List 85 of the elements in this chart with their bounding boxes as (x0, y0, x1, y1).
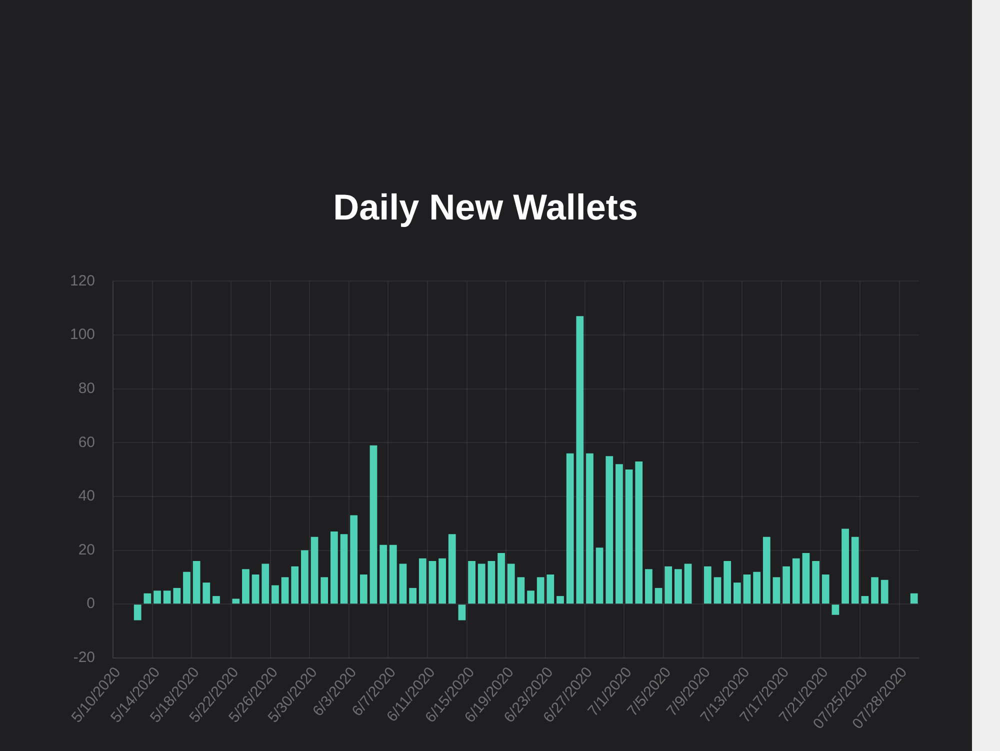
bar (822, 574, 830, 604)
bar (871, 577, 878, 604)
bar (242, 569, 250, 604)
bar (507, 564, 515, 604)
y-tick-label: 40 (78, 488, 96, 505)
bar (478, 564, 486, 604)
y-tick-label: 60 (78, 434, 96, 451)
bar (566, 453, 574, 604)
bar (714, 577, 722, 604)
bar (458, 604, 466, 620)
bar (252, 574, 260, 604)
bar (616, 464, 623, 604)
bar (488, 561, 496, 604)
bar (409, 588, 416, 604)
bar (370, 445, 378, 604)
chart-title: Daily New Wallets (333, 186, 638, 228)
bar (792, 558, 800, 604)
bar (183, 572, 190, 604)
bar (772, 577, 780, 604)
bar (498, 552, 505, 604)
bar (704, 566, 712, 604)
y-tick-label: 20 (78, 541, 96, 558)
bar (664, 566, 672, 604)
bar (842, 528, 849, 604)
bar (527, 590, 534, 604)
bar (340, 534, 348, 604)
bar (517, 577, 525, 604)
bar (861, 596, 869, 604)
y-tick-label: 120 (70, 272, 96, 290)
bar (468, 561, 476, 604)
bar (654, 588, 662, 604)
bar (320, 577, 328, 604)
bar (281, 577, 289, 604)
bar (724, 561, 732, 604)
bar (291, 566, 299, 604)
y-tick-label: 0 (86, 595, 96, 612)
bar (232, 598, 240, 604)
bar (418, 558, 426, 604)
bar (684, 564, 692, 604)
bar (851, 536, 859, 604)
bar (812, 561, 820, 604)
bar (173, 588, 181, 604)
bar (743, 574, 751, 604)
bar (762, 536, 770, 604)
bar (546, 574, 554, 604)
bar (625, 470, 633, 604)
bar (389, 544, 397, 604)
bar (880, 580, 888, 604)
bar (380, 544, 388, 604)
bar (448, 534, 456, 604)
bar (301, 550, 308, 604)
bar (556, 596, 564, 604)
bar (576, 316, 584, 604)
bar (782, 566, 790, 604)
y-tick-label: 80 (78, 380, 96, 397)
bar (428, 561, 436, 604)
bar (832, 604, 840, 615)
bar (134, 604, 142, 620)
bar (272, 585, 279, 604)
bar (399, 564, 407, 604)
bar (536, 577, 544, 604)
y-tick-label: -20 (73, 649, 96, 666)
bar (438, 558, 446, 604)
bar (262, 564, 270, 604)
bar (192, 561, 200, 604)
bar (144, 593, 152, 604)
bar (310, 536, 318, 604)
bar (733, 582, 741, 604)
bar (330, 531, 338, 604)
bar (350, 515, 358, 604)
y-tick-label: 100 (70, 326, 96, 344)
bar (154, 590, 161, 604)
bar (606, 456, 614, 604)
bar (360, 574, 368, 604)
bar (635, 461, 643, 604)
bar (596, 548, 604, 604)
bar (910, 593, 918, 604)
bar (212, 596, 220, 604)
bar (674, 569, 682, 604)
bar (202, 582, 210, 604)
bar (802, 552, 810, 604)
bar (753, 572, 761, 604)
bar (163, 590, 171, 604)
bar (645, 569, 652, 604)
bar (586, 453, 594, 604)
